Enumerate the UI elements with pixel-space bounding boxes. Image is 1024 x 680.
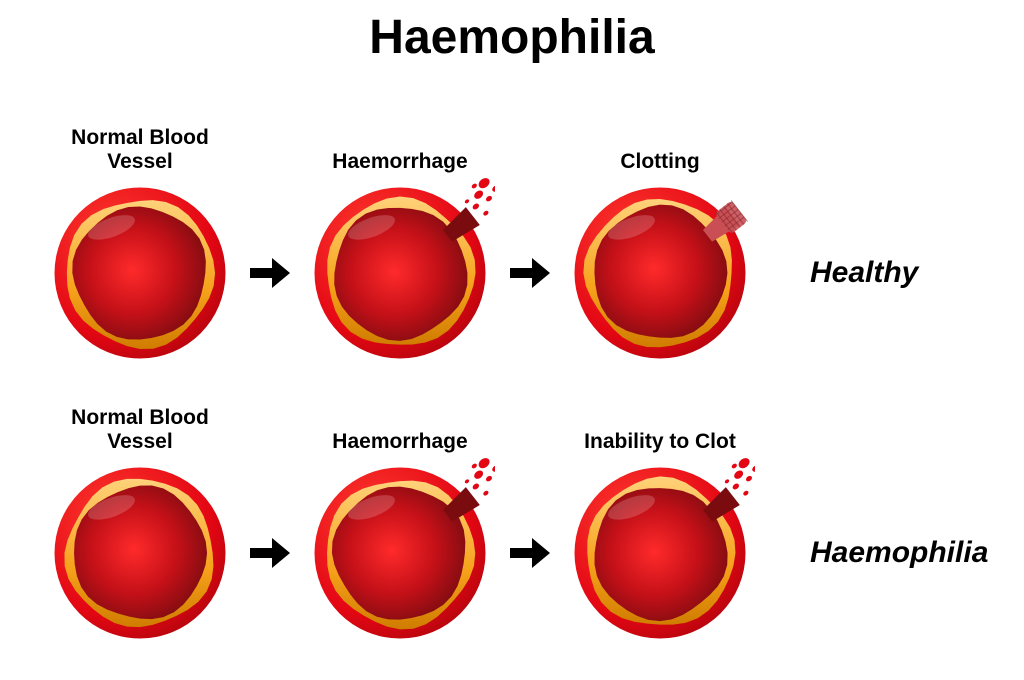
vessel-cell: Normal BloodVessel [30, 120, 250, 368]
vessel-cell: Haemorrhage [290, 120, 510, 368]
vessel-label: Inability to Clot [584, 400, 736, 454]
row-side-label: Haemophilia [810, 536, 988, 570]
vessel-cell: Clotting [550, 120, 770, 368]
arrow-icon [510, 536, 550, 570]
row-haemophilia: Normal BloodVessel Haemorrhage Inability t… [0, 400, 1024, 648]
vessel-label: Normal BloodVessel [71, 400, 209, 454]
vessel-label: Haemorrhage [332, 400, 467, 454]
vessel-graphic [565, 178, 755, 368]
vessel-graphic [565, 458, 755, 648]
vessel-label: Haemorrhage [332, 120, 467, 174]
vessel-cell: Haemorrhage [290, 400, 510, 648]
vessel-label: Normal BloodVessel [71, 120, 209, 174]
vessel-cell: Inability to Clot [550, 400, 770, 648]
vessel-graphic [305, 178, 495, 368]
page-title: Haemophilia [0, 0, 1024, 65]
vessel-graphic [305, 458, 495, 648]
vessel-cell: Normal BloodVessel [30, 400, 250, 648]
vessel-label: Clotting [620, 120, 699, 174]
vessel-graphic [45, 458, 235, 648]
vessel-graphic [45, 178, 235, 368]
arrow-icon [510, 256, 550, 290]
arrow-icon [250, 256, 290, 290]
arrow-icon [250, 536, 290, 570]
row-side-label: Healthy [810, 256, 918, 290]
row-healthy: Normal BloodVessel Haemorrhage Clotting Hea… [0, 120, 1024, 368]
